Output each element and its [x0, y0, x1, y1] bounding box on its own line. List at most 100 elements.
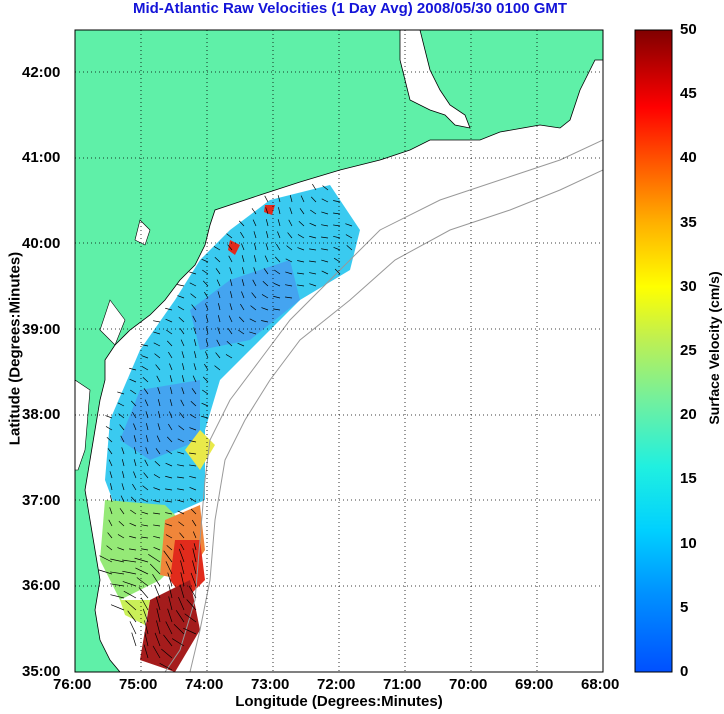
velocity-vector — [105, 426, 113, 431]
velocity-vector — [141, 524, 149, 527]
velocity-vector — [165, 475, 173, 479]
velocity-vector — [110, 604, 125, 611]
velocity-vector — [238, 316, 245, 323]
lat-tick-label: 36:00 — [22, 577, 61, 595]
velocity-vector — [189, 427, 197, 431]
lat-tick-label: 39:00 — [22, 320, 61, 338]
velocity-vector — [217, 315, 221, 323]
velocity-vector — [167, 572, 173, 587]
velocity-vector — [278, 207, 281, 215]
velocity-vector — [169, 375, 173, 383]
velocity-vector — [240, 231, 245, 239]
velocity-vector — [251, 292, 257, 299]
velocity-vector — [285, 284, 293, 287]
colorbar-tick-label: 45 — [680, 85, 697, 103]
velocity-vector — [262, 280, 269, 287]
velocity-vector — [252, 279, 257, 287]
velocity-vector — [129, 378, 137, 383]
velocity-vector — [310, 209, 317, 215]
velocity-vector — [119, 508, 125, 515]
velocity-vector — [178, 521, 185, 527]
velocity-vector — [121, 483, 125, 491]
velocity-vector — [177, 284, 185, 287]
velocity-vector — [297, 234, 305, 239]
velocity-vector — [285, 296, 293, 299]
velocity-vector — [300, 195, 305, 203]
velocity-vector — [201, 415, 209, 419]
velocity-vector — [333, 224, 341, 227]
velocity-vector — [173, 623, 185, 635]
velocity-vector — [141, 366, 149, 371]
velocity-vector — [285, 258, 293, 263]
velocity-vector — [127, 610, 137, 623]
velocity-vector — [142, 376, 149, 383]
velocity-vector — [205, 303, 209, 311]
velocity-vector — [288, 219, 293, 227]
velocity-vector — [166, 449, 173, 455]
velocity-vector — [165, 488, 173, 491]
velocity-vector — [189, 271, 197, 275]
velocity-vector — [144, 620, 149, 635]
velocity-vector — [202, 280, 209, 287]
velocity-vector — [334, 268, 341, 275]
velocity-vector — [108, 519, 113, 527]
velocity-vector — [276, 243, 281, 251]
velocity-vector — [110, 558, 125, 563]
velocity-vector — [218, 303, 221, 311]
velocity-vector — [189, 476, 197, 479]
velocity-vector — [214, 365, 221, 371]
lon-tick-label: 69:00 — [515, 676, 554, 693]
velocity-vector — [273, 308, 281, 311]
velocity-vector — [153, 331, 161, 335]
velocity-vector — [168, 423, 173, 431]
velocity-vector — [157, 399, 161, 407]
velocity-vector — [144, 399, 149, 407]
velocity-vector — [118, 413, 125, 419]
velocity-vector — [180, 399, 185, 407]
velocity-vector — [109, 471, 113, 479]
velocity-vector — [181, 387, 185, 395]
velocity-vector — [321, 259, 329, 263]
velocity-vector — [122, 559, 137, 563]
velocity-vector — [266, 231, 269, 239]
velocity-vector — [177, 476, 185, 479]
velocity-vector — [120, 435, 125, 443]
velocity-vector — [153, 487, 161, 491]
velocity-vector — [228, 255, 233, 263]
velocity-vector — [277, 219, 281, 227]
velocity-vector — [184, 613, 197, 623]
velocity-vector — [181, 351, 185, 359]
velocity-vector — [310, 196, 317, 203]
velocity-vector — [229, 279, 233, 287]
velocity-vector — [110, 483, 113, 491]
velocity-vector — [309, 235, 317, 239]
velocity-vector — [133, 471, 137, 479]
velocity-vector — [165, 307, 173, 311]
velocity-vector — [141, 536, 149, 539]
velocity-vector — [157, 423, 161, 431]
velocity-vector — [130, 509, 137, 515]
velocity-vector — [229, 267, 233, 275]
velocity-vector — [261, 320, 269, 323]
velocity-vector — [121, 447, 125, 455]
velocity-vector — [249, 318, 257, 323]
velocity-vector — [180, 572, 185, 587]
velocity-vector — [154, 584, 161, 599]
velocity-vector — [132, 483, 137, 491]
velocity-vector — [321, 236, 329, 239]
velocity-vector — [297, 260, 305, 263]
velocity-vector — [177, 451, 185, 455]
velocity-vector — [153, 547, 161, 551]
velocity-vector — [143, 472, 149, 479]
velocity-vector — [129, 367, 137, 371]
velocity-vector — [225, 354, 233, 359]
colorbar-tick-label: 40 — [680, 149, 697, 167]
velocity-vector — [333, 257, 341, 263]
velocity-vector — [204, 363, 209, 371]
velocity-vector — [145, 411, 149, 419]
velocity-vector — [136, 577, 149, 587]
lat-tick-label: 38:00 — [22, 406, 61, 424]
velocity-vector — [129, 522, 137, 527]
velocity-vector — [165, 500, 173, 503]
lon-tick-label: 74:00 — [185, 676, 224, 693]
